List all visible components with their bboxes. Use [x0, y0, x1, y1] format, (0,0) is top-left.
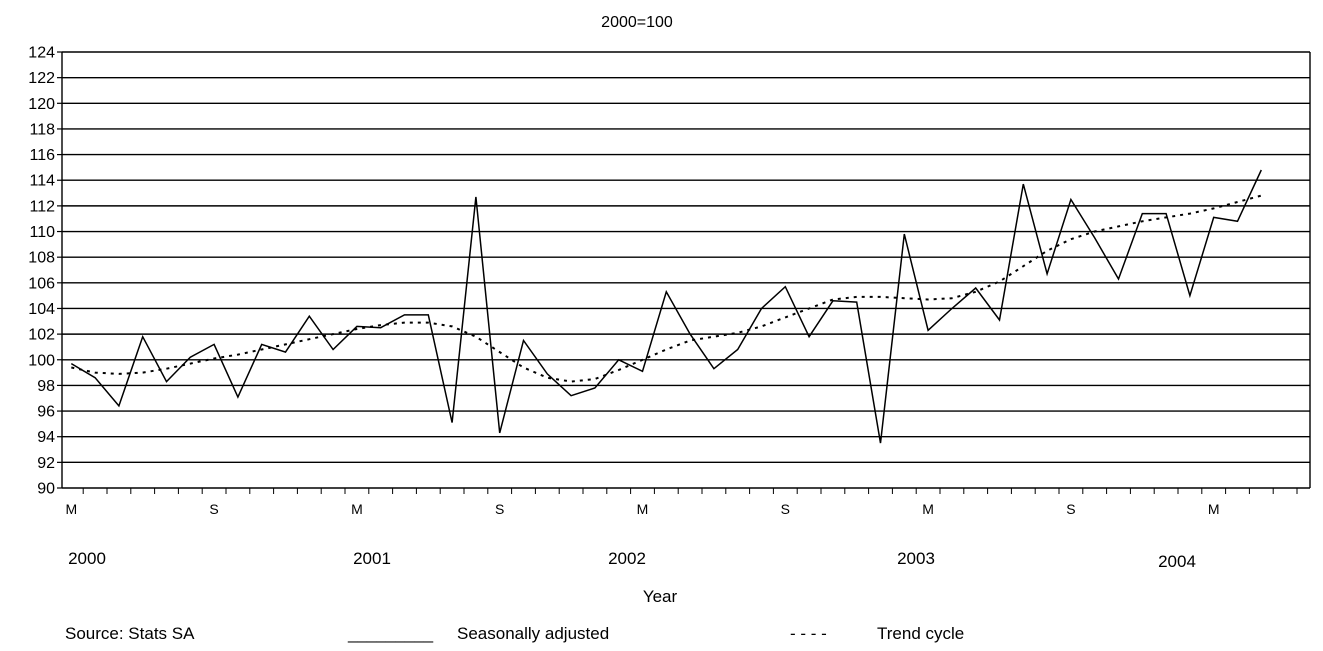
y-tick-label: 96	[37, 404, 55, 421]
x-tick-label: S	[209, 501, 218, 517]
x-tick-label: M	[922, 501, 934, 517]
y-tick-label: 116	[29, 147, 55, 164]
y-tick-label: 108	[28, 250, 55, 267]
x-axis-ticks: M S M S M S M S M 2000 2001 2002 2003 2004	[65, 488, 1298, 571]
x-tick-label: M	[351, 501, 363, 517]
x-tick-label: M	[65, 501, 77, 517]
legend-seasonal-label: Seasonally adjusted	[457, 624, 610, 643]
y-tick-label: 124	[28, 45, 55, 62]
chart-subtitle: 2000=100	[601, 14, 673, 31]
x-axis-label: Year	[643, 587, 678, 606]
y-tick-label: 92	[37, 455, 55, 472]
y-tick-label: 122	[28, 70, 55, 87]
legend-trend-label: Trend cycle	[877, 624, 965, 643]
x-tick-label: M	[637, 501, 649, 517]
x-tick-label: S	[1066, 501, 1075, 517]
year-label: 2002	[608, 549, 646, 568]
x-tick-label: S	[781, 501, 790, 517]
year-label: 2000	[68, 549, 106, 568]
y-tick-label: 110	[29, 224, 55, 241]
x-tick-label: M	[1208, 501, 1220, 517]
y-tick-label: 104	[28, 301, 55, 318]
source-note: Source: Stats SA	[65, 624, 195, 643]
y-tick-label: 118	[29, 121, 55, 138]
y-tick-label: 90	[37, 481, 55, 498]
y-tick-label: 100	[28, 352, 55, 369]
y-tick-label: 120	[28, 96, 55, 113]
y-axis-tick-labels: 90 92 94 96 98 100 102 104 106 108 110 112 114 116 118…	[28, 45, 55, 498]
series-lines	[70, 169, 1262, 444]
year-label: 2004	[1158, 552, 1196, 571]
y-tick-label: 106	[28, 275, 55, 292]
x-tick-label: S	[495, 501, 504, 517]
trend-cycle-line	[71, 194, 1262, 383]
year-label: 2003	[897, 549, 935, 568]
y-tick-label: 114	[29, 173, 55, 190]
legend-seasonal-marker: _________	[348, 624, 434, 643]
y-tick-label: 112	[29, 198, 55, 215]
seasonally-adjusted-line	[70, 169, 1262, 444]
legend-trend-marker: - - - -	[790, 624, 827, 643]
y-tick-label: 102	[28, 327, 55, 344]
gridlines	[57, 51, 1311, 489]
y-tick-label: 94	[37, 429, 55, 446]
year-label: 2001	[353, 549, 391, 568]
y-tick-label: 98	[37, 378, 55, 395]
